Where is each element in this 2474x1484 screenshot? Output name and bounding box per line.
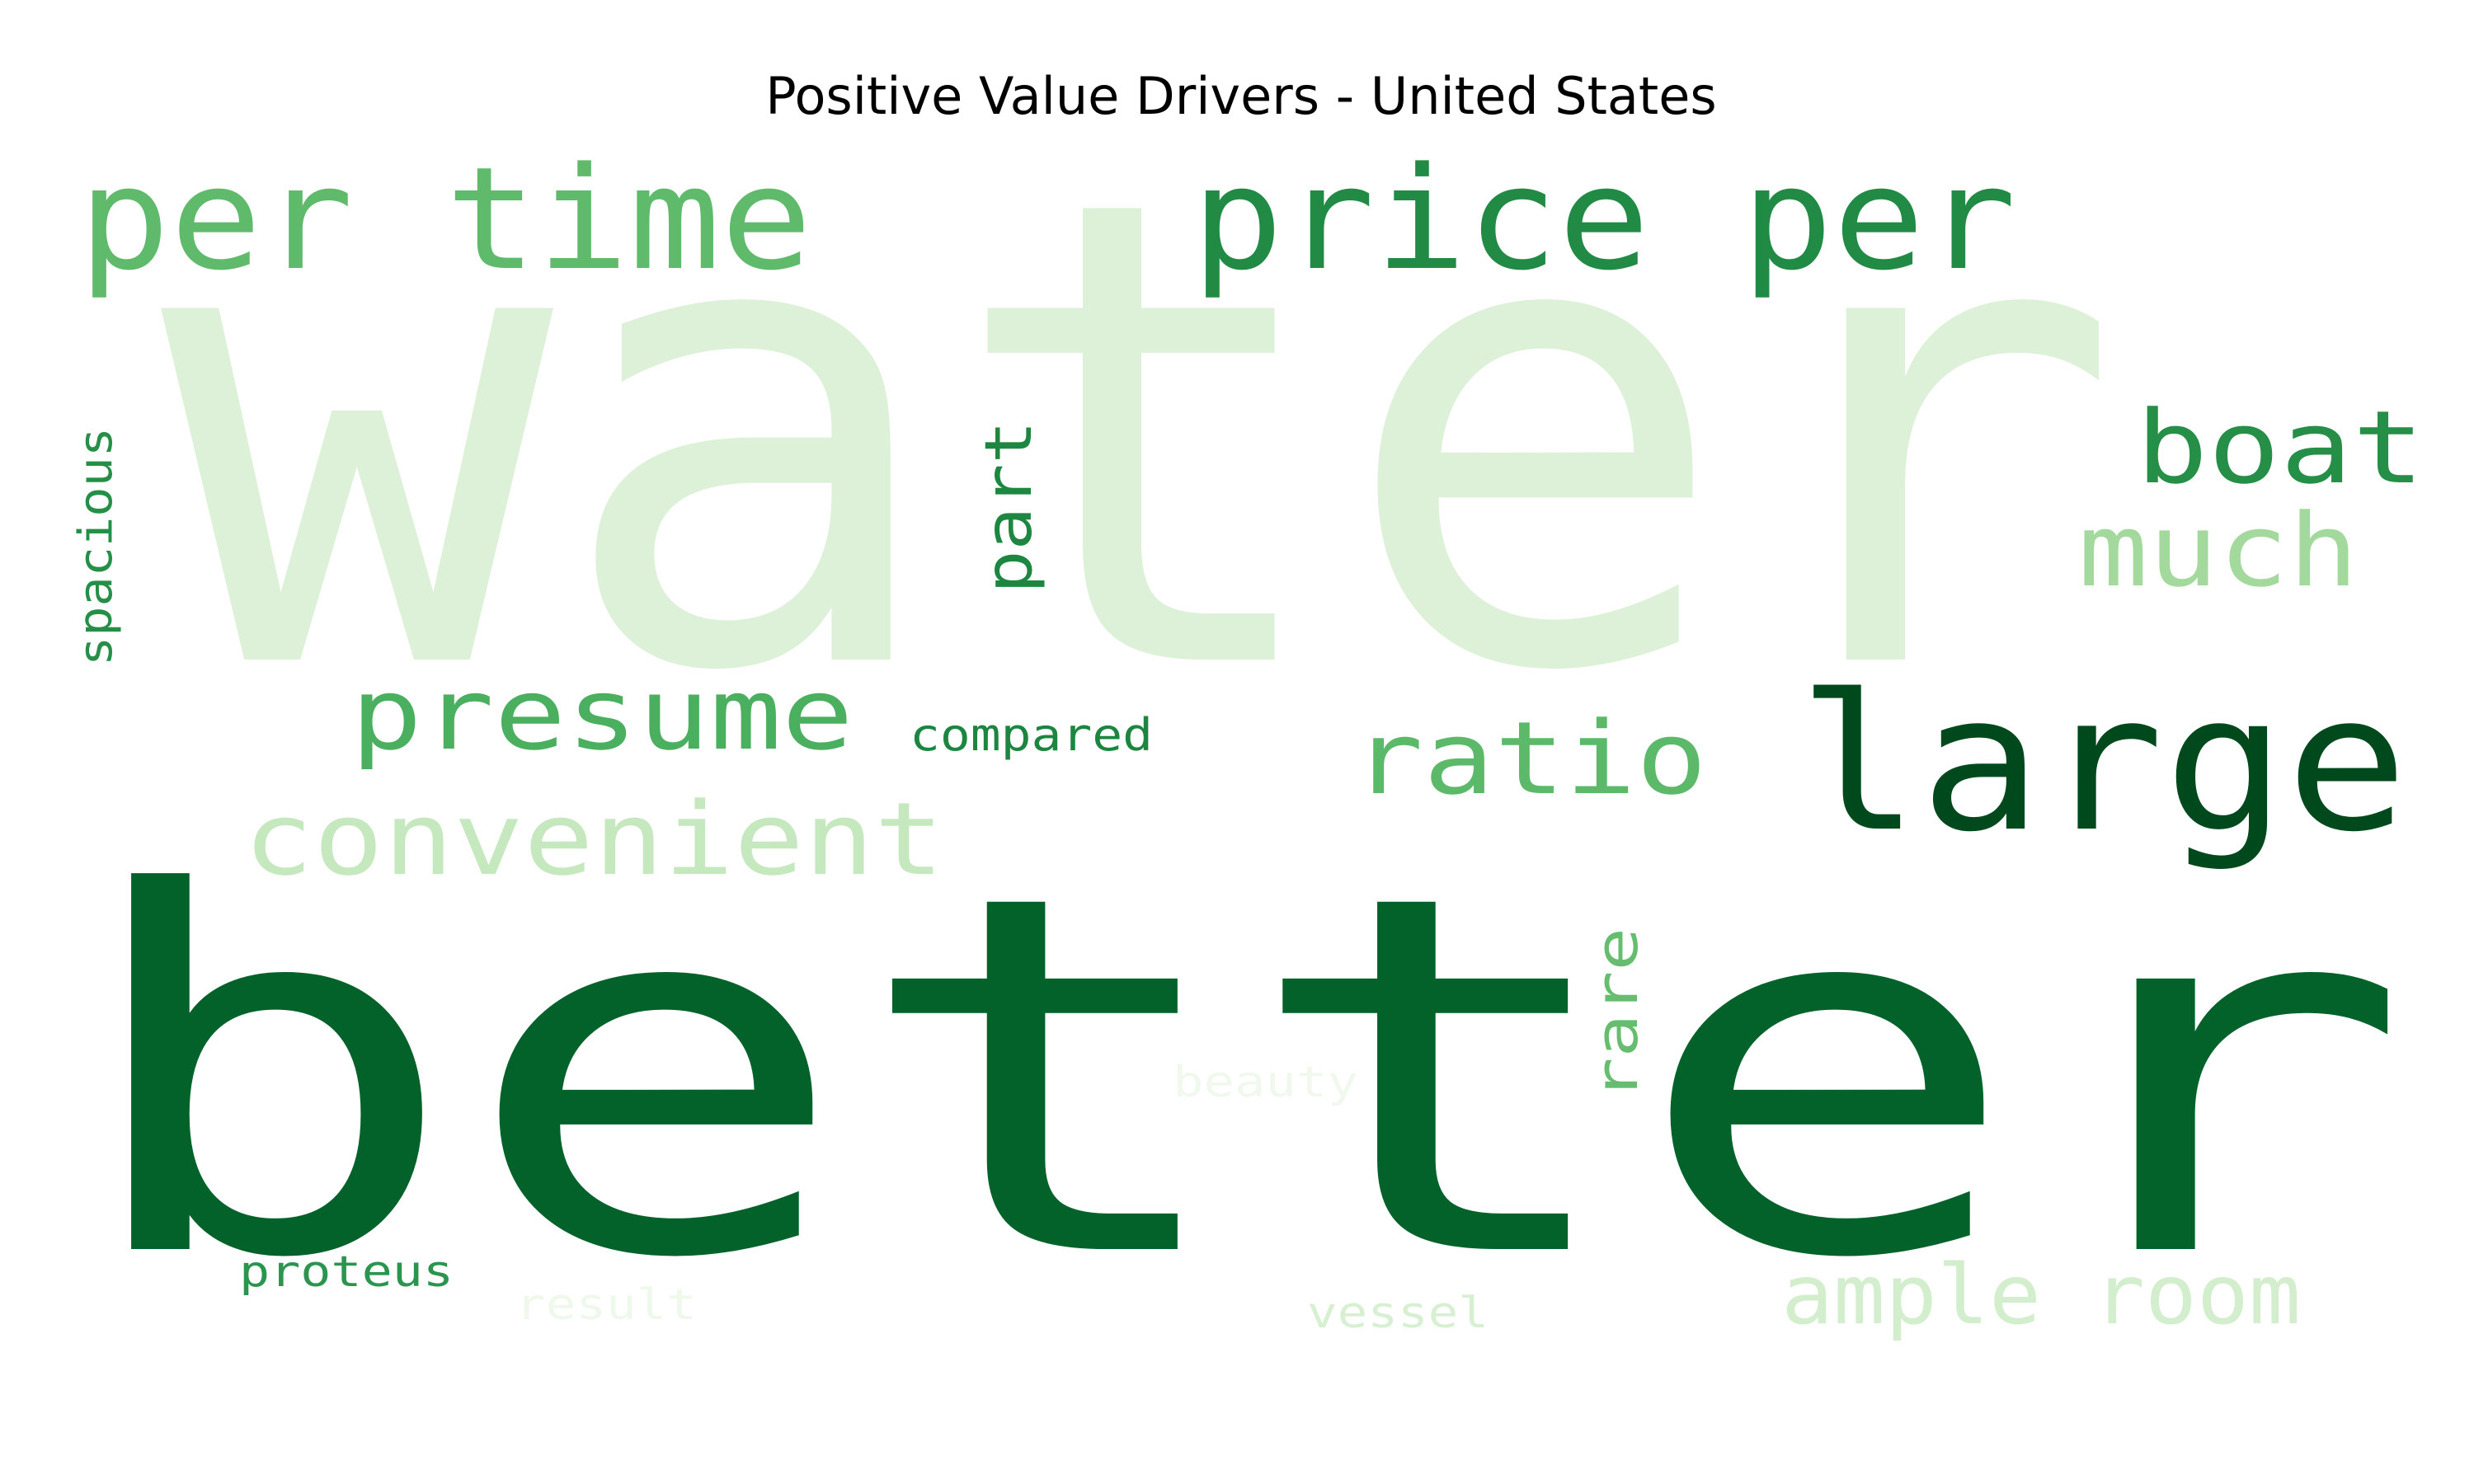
word-presume: presume [350,658,854,773]
word-beauty: beauty [1173,1058,1358,1107]
word-part: part [972,420,1047,594]
word-water: water [161,63,2124,811]
word-proteus: proteus [239,1247,454,1297]
word-better: better [70,790,2412,1366]
chart-title: Positive Value Drivers - United States [765,66,1717,126]
word-ratio: ratio [1352,700,1707,817]
word-rare: rare [1583,928,1651,1101]
word-ample-room: ample room [1781,1247,2301,1343]
word-large: large [1798,654,2408,873]
word-vessel: vessel [1307,1289,1489,1338]
word-much: much [2078,492,2359,609]
word-boat: boat [2136,389,2425,506]
word-convenient: convenient [243,781,944,898]
word-price-per: price per [1192,136,2016,302]
word-spacious: spacious [69,427,123,666]
word-result: result [515,1280,697,1330]
word-per-time: per time [78,136,812,302]
word-compared: compared [910,709,1153,761]
